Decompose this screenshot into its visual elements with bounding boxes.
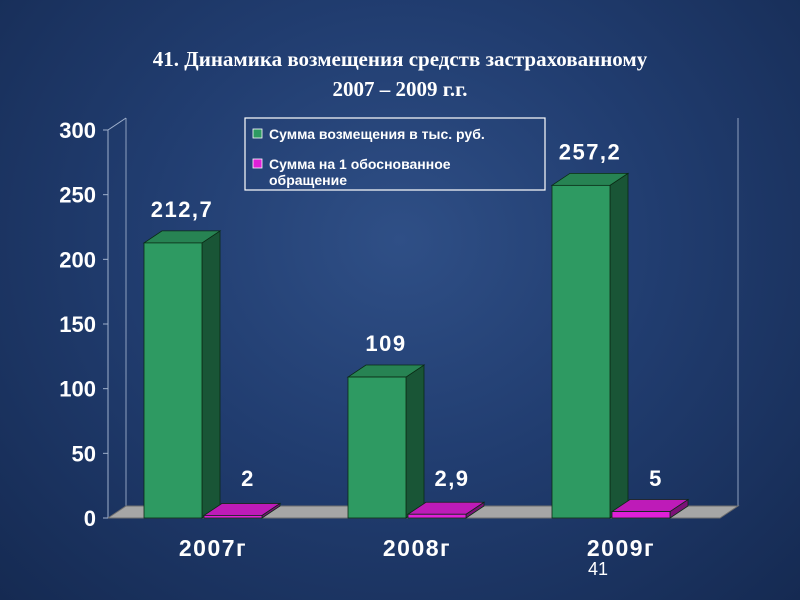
bar-amount-1: [142, 230, 222, 519]
bar-per-claim-2: [406, 501, 486, 519]
bar-side: [405, 364, 425, 519]
data-label: 212,7: [151, 197, 214, 222]
legend-label: Сумма на 1 обоснованное обращение: [269, 156, 451, 188]
chart-legend: Сумма возмещения в тыс. руб. Сумма на 1 о…: [244, 117, 546, 191]
x-axis: 2007г 2008г 2009г: [179, 535, 655, 561]
legend-label-line: обращение: [269, 172, 347, 188]
data-label: 2,9: [434, 466, 469, 491]
y-tick-label: 250: [59, 183, 96, 208]
data-label: 109: [365, 331, 406, 356]
y-axis-top-depth: [107, 117, 127, 131]
legend-label: Сумма возмещения в тыс. руб.: [269, 126, 485, 142]
x-tick-label: 2007г: [179, 535, 247, 561]
bar-front: [203, 515, 263, 519]
bar-front: [551, 184, 611, 519]
bar-per-claim-1: [202, 502, 282, 519]
title-line-2: 2007 – 2009 г.г.: [332, 77, 468, 101]
bar-amount-3: [550, 172, 630, 519]
y-axis: 0 50 100 150 200 250 300: [59, 118, 108, 531]
y-tick-label: 150: [59, 312, 96, 337]
bar-amount-2: [346, 364, 426, 519]
legend-label-line: Сумма на 1 обоснованное: [269, 156, 451, 172]
slide-number: 41: [587, 559, 609, 579]
y-tick-label: 300: [59, 118, 96, 143]
legend-swatch: [252, 158, 263, 169]
data-label: 2: [241, 466, 255, 491]
y-tick-label: 0: [84, 506, 96, 531]
bar-per-claim-3: [610, 498, 690, 519]
chart-bars: 212,7 2 109 2,9 257,2 5: [142, 139, 690, 519]
bar-front: [407, 513, 467, 519]
bar-side: [201, 230, 221, 519]
bar-front: [347, 376, 407, 519]
chart-title: 41. Динамика возмещения средств застрахо…: [0, 44, 800, 104]
y-tick-label: 50: [72, 441, 96, 466]
y-tick-label: 100: [59, 377, 96, 402]
legend-swatch: [252, 128, 263, 139]
y-tick-label: 200: [59, 247, 96, 272]
title-line-1: 41. Динамика возмещения средств застрахо…: [152, 47, 648, 71]
legend-box: [244, 117, 546, 191]
data-label: 257,2: [559, 139, 622, 164]
bar-front: [143, 242, 203, 519]
x-tick-label: 2008г: [383, 535, 451, 561]
x-tick-label: 2009г: [587, 535, 655, 561]
bar-front: [611, 511, 671, 519]
bar-side: [609, 172, 629, 519]
data-label: 5: [649, 466, 663, 491]
